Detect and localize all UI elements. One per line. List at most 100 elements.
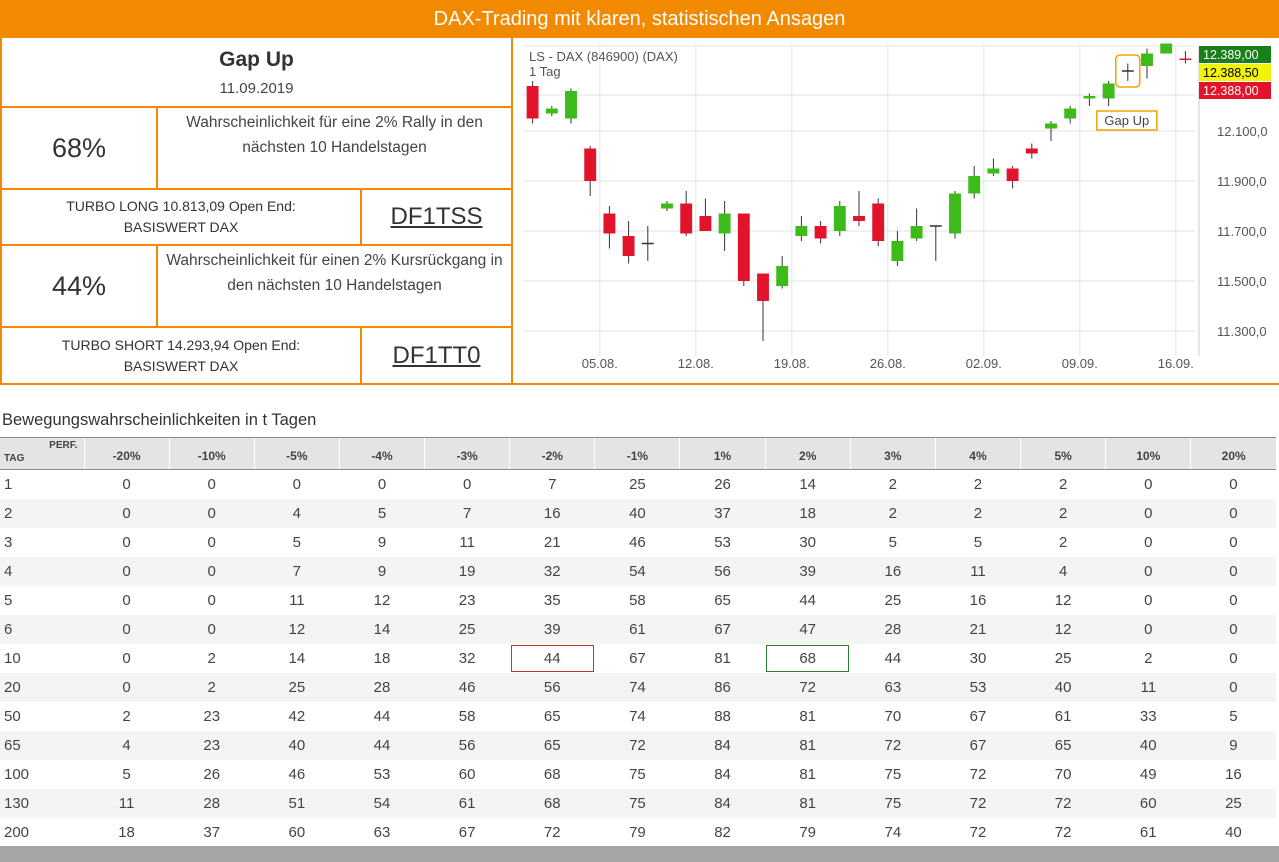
table-cell: 5 [973,533,983,551]
x-tick-label: 12.08. [678,356,714,371]
table-cell: 5 [122,765,131,783]
chart-canvas: LS - DAX (846900) (DAX) 1 Tag Gap Up 12.… [523,43,1271,371]
table-cell: 2 [122,707,131,725]
x-tick-label: 05.08. [582,356,618,371]
candle-body [1102,83,1115,99]
table-cell: 5 [292,533,302,551]
turbo-long-info: TURBO LONG 10.813,09 Open End: BASISWERT… [2,190,362,246]
table-cell: 84 [679,788,766,818]
table-cell: 19 [424,556,510,586]
table-cell: 16 [1225,765,1242,783]
candle [929,225,942,261]
page-banner: DAX-Trading mit klaren, statistischen An… [0,0,1279,38]
candle [1121,63,1134,81]
table-cell: 39 [509,614,595,644]
table-cell: 0 [207,475,216,493]
candle-body [949,193,961,234]
table-cell: 84 [714,765,731,783]
price-label-box [1199,46,1271,63]
table-cell: 30 [799,533,817,551]
rally-percent: 68% [51,132,107,163]
table-cell: 72 [935,788,1021,818]
table-body: 1 0 0 0 0 0 7 25 26 14 2 2 2 0 0 2 0 0 4 5 7 16 40 37 18 2 2 2 0 0 3 0 0… [0,470,1276,847]
column-header: -2% [509,437,595,470]
candle [987,158,1000,176]
candle-body [1083,96,1096,99]
candle-body [987,168,1000,174]
candle-body [1006,168,1019,181]
table-cell: 5 [339,498,425,528]
candle [1083,93,1096,106]
table-cell: 11 [935,556,1021,586]
row-tag: 4 [0,556,84,586]
table-cell: 37 [679,498,766,528]
table-cell: 44 [339,730,425,760]
turbo-long-line2: BASISWERT DAX [123,219,239,235]
decline-probability: 44% [2,246,158,328]
table-cell: 18 [765,498,851,528]
price-label-box [1199,64,1271,81]
table-cell: 60 [288,823,306,841]
table-cell: 81 [799,707,817,725]
table-cell: 28 [339,672,425,702]
column-header: -20% [83,437,170,470]
table-cell: 63 [850,672,936,702]
table-row: 20 0 2 25 28 46 56 74 86 72 63 53 40 11 0 [0,672,1276,702]
table-cell: 25 [424,614,510,644]
candle [680,191,693,236]
table-cell: 0 [122,475,131,493]
table-cell: 11 [459,533,475,551]
candle-body [910,226,923,239]
candle-body [1160,43,1173,54]
table-row: 100 5 26 46 53 60 68 75 84 81 75 72 70 49 16 [0,760,1276,789]
row-tag: 10 [4,649,21,667]
table-cell: 7 [548,475,557,493]
signal-summary: Gap Up 11.09.2019 68% Wahrscheinlichkeit… [2,38,513,383]
candle-body [565,91,577,119]
candle-body [622,236,635,256]
bottom-scrollbar[interactable] [0,846,1279,862]
table-cell: 54 [339,788,425,818]
table-cell: 40 [1020,672,1106,702]
table-cell: 25 [1190,788,1276,818]
table-cell: 88 [714,707,731,725]
table-cell: 74 [594,672,680,702]
candle [891,231,904,266]
turbo-short-code-link[interactable]: DF1TT0 [392,341,481,369]
candle-body [1141,53,1153,66]
candle [757,273,769,341]
row-tag: 20 [0,672,84,702]
candle [584,146,597,196]
table-cell: 18 [373,649,391,667]
candle [795,216,808,241]
table-cell: 0 [84,672,170,702]
table-cell: 0 [1144,591,1153,609]
table-row: 3 0 0 5 9 11 21 46 53 30 5 5 2 0 0 [0,528,1276,557]
table-cell: 26 [203,765,221,783]
table-cell: 2 [169,672,255,702]
candle-body [526,86,539,119]
chart-title: LS - DAX (846900) (DAX) [529,49,678,64]
table-cell: 0 [84,614,170,644]
table-cell: 14 [288,649,306,667]
table-cell: 18 [118,823,135,841]
turbo-long-code-link[interactable]: DF1TSS [390,203,483,230]
table-cell: 23 [169,730,255,760]
table-cell: 72 [1054,823,1072,841]
table-cell: 72 [765,672,851,702]
candle [526,81,539,124]
candle-body [1025,148,1038,154]
rally-description-cell: Wahrscheinlichkeit für eine 2% Rally in … [158,108,513,190]
table-cell: 72 [850,730,936,760]
table-cell: 65 [543,707,561,725]
table-row: 50 2 23 42 44 58 65 74 88 81 70 67 61 33 5 [0,702,1276,731]
table-cell: 12 [373,591,391,609]
table-cell: 14 [799,475,817,493]
table-cell: 60 [1105,788,1191,818]
table-cell: 23 [458,591,476,609]
candle-body [776,266,789,286]
row-tag: 3 [4,533,13,551]
column-header: 5% [1020,437,1106,470]
table-cell: 37 [203,823,221,841]
table-cell: 65 [509,730,595,760]
